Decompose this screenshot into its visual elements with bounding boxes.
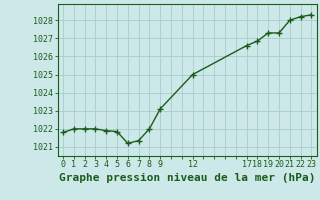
X-axis label: Graphe pression niveau de la mer (hPa): Graphe pression niveau de la mer (hPa) (59, 173, 316, 183)
